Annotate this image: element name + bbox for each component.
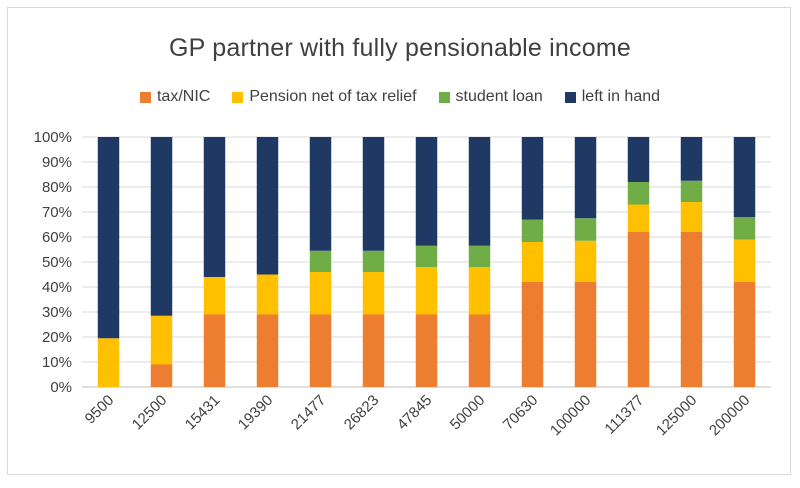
- bar-segment: [362, 314, 385, 387]
- x-tick-label: 125000: [653, 392, 700, 439]
- bar-segment: [627, 204, 650, 232]
- bar-segment: [680, 202, 703, 232]
- bar-segment: [309, 272, 332, 315]
- y-tick-label: 10%: [42, 354, 72, 371]
- bar-segment: [415, 314, 438, 387]
- bar-segment: [97, 338, 120, 387]
- bar-segment: [574, 240, 597, 282]
- x-tick-label: 200000: [706, 392, 753, 439]
- bar-segment: [468, 137, 491, 246]
- bar-segment: [415, 245, 438, 267]
- bar-segment: [733, 217, 756, 240]
- bar-segment: [521, 219, 544, 242]
- legend-swatch: [139, 91, 151, 103]
- x-tick-label: 15431: [182, 392, 224, 434]
- bar-segment: [733, 137, 756, 217]
- x-tick-label: 12500: [129, 392, 171, 434]
- chart-frame: GP partner with fully pensionable income…: [7, 7, 791, 475]
- bar-segment: [362, 137, 385, 251]
- x-tick-label: 9500: [82, 392, 118, 428]
- bar-segment: [150, 137, 173, 316]
- bar-segment: [521, 137, 544, 220]
- bar-segment: [680, 180, 703, 202]
- bar-segment: [97, 137, 120, 339]
- bar-segment: [468, 245, 491, 267]
- bar-segment: [309, 314, 332, 387]
- bar-segment: [362, 272, 385, 315]
- bar-segment: [256, 274, 279, 315]
- bar-segment: [733, 239, 756, 282]
- bar-segment: [150, 364, 173, 387]
- legend-item-left-in-hand: left in hand: [564, 88, 661, 106]
- legend-label: tax/NIC: [156, 88, 211, 105]
- bar-segment: [256, 314, 279, 387]
- y-tick-label: 0%: [50, 379, 72, 396]
- legend-label: Pension net of tax relief: [249, 88, 417, 105]
- y-tick-label: 20%: [42, 329, 72, 346]
- bar-segment: [627, 137, 650, 182]
- bar-segment: [309, 250, 332, 272]
- y-tick-label: 90%: [42, 154, 72, 171]
- bar-segment: [309, 137, 332, 251]
- bar-segment: [574, 137, 597, 219]
- x-tick-label: 19390: [235, 392, 277, 434]
- x-tick-label: 47845: [394, 392, 436, 434]
- bar-segment: [203, 277, 226, 315]
- bar-segment: [733, 282, 756, 387]
- legend-swatch: [438, 91, 450, 103]
- bar-segment: [150, 315, 173, 365]
- bar-segment: [415, 137, 438, 246]
- bar-segment: [627, 182, 650, 205]
- bar-segment: [574, 282, 597, 387]
- plot-area: 0% 10% 20% 30% 40% 50% 60% 70% 80% 90% 100% 9500 125…: [34, 129, 771, 439]
- bar-segment: [362, 250, 385, 272]
- bar-segment: [468, 267, 491, 315]
- bar-segment: [203, 137, 226, 277]
- bar-segment: [680, 137, 703, 181]
- y-tick-label: 80%: [42, 179, 72, 196]
- y-tick-label: 70%: [42, 204, 72, 221]
- bar-segment: [680, 232, 703, 387]
- bar-segment: [521, 242, 544, 282]
- y-tick-label: 60%: [42, 229, 72, 246]
- bar-segment: [521, 282, 544, 387]
- x-tick-label: 100000: [547, 392, 594, 439]
- x-tick-label: 21477: [288, 392, 330, 434]
- legend-item-student-loan: student loan: [438, 88, 543, 106]
- y-tick-label: 30%: [42, 304, 72, 321]
- y-tick-label: 100%: [34, 129, 72, 146]
- x-tick-label: 50000: [447, 392, 489, 434]
- legend-item-tax-nic: tax/NIC: [139, 88, 211, 106]
- legend-item-pension: Pension net of tax relief: [232, 88, 417, 106]
- x-tick-label: 70630: [500, 392, 542, 434]
- bar-segment: [627, 232, 650, 387]
- bar-segment: [468, 314, 491, 387]
- legend-swatch: [564, 91, 576, 103]
- y-tick-label: 50%: [42, 254, 72, 271]
- chart-title: GP partner with fully pensionable income: [169, 34, 631, 62]
- legend-swatch: [232, 91, 244, 103]
- x-tick-label: 26823: [341, 392, 383, 434]
- bar-segment: [415, 267, 438, 315]
- bar-segment: [203, 314, 226, 387]
- legend-label: left in hand: [581, 88, 661, 105]
- chart-legend: tax/NIC Pension net of tax relief studen…: [8, 88, 792, 106]
- y-tick-label: 40%: [42, 279, 72, 296]
- bar-segment: [256, 137, 279, 275]
- bar-segment: [574, 218, 597, 241]
- legend-label: student loan: [455, 88, 543, 105]
- x-tick-label: 111377: [601, 392, 647, 438]
